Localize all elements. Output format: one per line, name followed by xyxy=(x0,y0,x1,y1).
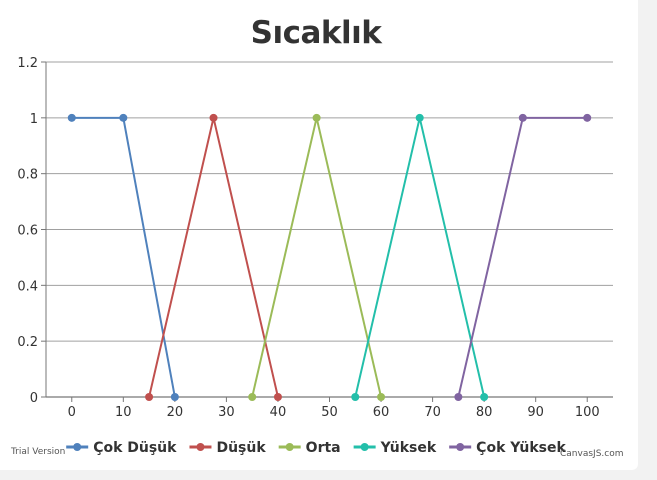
legend: Çok Düşük Düşük Orta Yüksek Çok Yüksek xyxy=(66,440,566,456)
series-line xyxy=(148,116,279,398)
series-line xyxy=(251,116,383,398)
legend-label: Orta xyxy=(306,440,341,456)
legend-item[interactable]: Çok Düşük xyxy=(66,440,177,456)
y-tick-label: 0 xyxy=(30,391,38,406)
y-tick-label: 0.4 xyxy=(17,279,38,294)
x-tick-label: 10 xyxy=(115,405,132,420)
legend-label: Çok Yüksek xyxy=(476,440,566,456)
legend-point-marker xyxy=(456,443,465,451)
data-point[interactable] xyxy=(480,393,489,401)
legend-label: Yüksek xyxy=(380,440,437,456)
grid xyxy=(46,61,613,342)
data-point[interactable] xyxy=(170,393,179,401)
legend-item[interactable]: Çok Yüksek xyxy=(449,440,566,456)
series-Orta xyxy=(248,113,386,401)
data-point[interactable] xyxy=(145,393,154,401)
data-point[interactable] xyxy=(273,393,282,401)
data-point[interactable] xyxy=(351,393,360,401)
series-Çok Yüksek xyxy=(454,113,592,401)
legend-item[interactable]: Orta xyxy=(278,440,341,456)
series-line xyxy=(354,116,486,398)
y-tick-label: 1 xyxy=(30,112,38,127)
legend-point-marker xyxy=(196,443,205,451)
x-tick-label: 40 xyxy=(270,405,287,420)
series-group xyxy=(67,113,592,401)
x-tick-label: 0 xyxy=(68,405,76,420)
x-tick-label: 100 xyxy=(575,405,600,420)
x-tick-label: 20 xyxy=(167,405,184,420)
data-point[interactable] xyxy=(119,113,128,122)
x-tick-label: 70 xyxy=(424,405,441,420)
canvasjs-credit-link[interactable]: CanvasJS.com xyxy=(560,449,623,459)
series-Düşük xyxy=(145,113,282,401)
legend-point-marker xyxy=(285,443,294,451)
legend-point-marker xyxy=(360,443,369,451)
series-line xyxy=(457,116,588,398)
series-Yüksek xyxy=(351,113,489,401)
data-point[interactable] xyxy=(67,113,76,122)
legend-item[interactable]: Düşük xyxy=(189,440,266,456)
data-point[interactable] xyxy=(209,113,218,122)
data-point[interactable] xyxy=(518,113,527,122)
legend-item[interactable]: Yüksek xyxy=(353,440,437,456)
data-point[interactable] xyxy=(454,393,463,401)
legend-point-marker xyxy=(73,443,82,451)
legend-label: Düşük xyxy=(216,440,266,456)
x-tick-label: 80 xyxy=(476,405,493,420)
data-point[interactable] xyxy=(415,113,424,122)
y-tick-label: 1.2 xyxy=(17,56,38,71)
axes: 0 0.2 0.4 0.6 0.8 1 1.2 0 10 20 30 40 50 60 70 80 90 100 xyxy=(17,56,613,420)
legend-label: Çok Düşük xyxy=(93,440,177,456)
x-tick-label: 50 xyxy=(321,405,338,420)
x-tick-label: 90 xyxy=(527,405,544,420)
y-tick-label: 0.6 xyxy=(17,224,38,239)
data-point[interactable] xyxy=(583,113,592,122)
data-point[interactable] xyxy=(248,393,257,401)
data-point[interactable] xyxy=(312,113,321,122)
x-tick-label: 30 xyxy=(218,405,235,420)
trial-version-label: Trial Version xyxy=(10,447,65,457)
y-tick-label: 0.8 xyxy=(17,168,38,183)
y-tick-label: 0.2 xyxy=(17,335,38,350)
data-point[interactable] xyxy=(377,393,386,401)
chart-title: Sıcaklık xyxy=(251,15,384,51)
chart-card: Sıcaklık 0 0.2 0.4 0.6 0.8 1 1.2 0 10 20 30 40 50 60 7… xyxy=(0,0,638,470)
x-tick-label: 60 xyxy=(373,405,390,420)
series-Çok Düşük xyxy=(67,113,179,401)
